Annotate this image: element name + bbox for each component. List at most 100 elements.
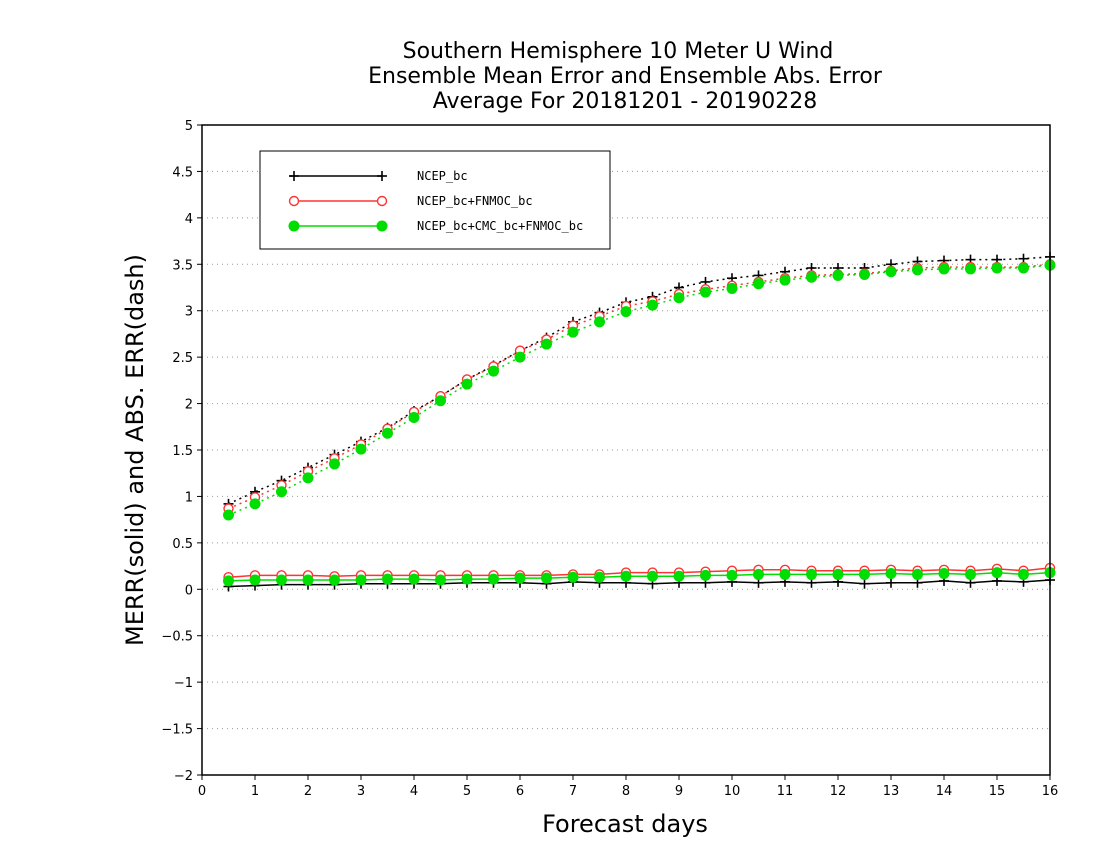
x-tick-label: 15 (989, 784, 1006, 799)
abs-error-point (249, 498, 261, 510)
x-tick-label: 8 (622, 784, 630, 799)
x-tick-label: 6 (516, 784, 524, 799)
abs-error-point (965, 263, 976, 275)
abs-error-point (991, 262, 1003, 274)
abs-error-point (435, 395, 446, 407)
mean-error-point (223, 575, 234, 587)
abs-error-line (228, 264, 1051, 516)
x-tick-label: 12 (830, 784, 847, 799)
mean-error-point (276, 574, 287, 586)
abs-error-point (329, 458, 340, 470)
abs-error-point (594, 316, 605, 328)
mean-error-point (249, 574, 261, 586)
abs-error-point (488, 365, 499, 377)
y-tick-label: −0.5 (161, 630, 193, 645)
title-line-2: Ensemble Mean Error and Ensemble Abs. Er… (368, 64, 883, 89)
title-line-3: Average For 20181201 - 20190228 (433, 89, 818, 114)
abs-error-point (859, 269, 870, 280)
y-tick-label: 0.5 (172, 537, 193, 552)
series-layer (223, 251, 1056, 592)
y-tick-label: 4.5 (172, 165, 193, 180)
abs-error-point (514, 351, 526, 363)
abs-error-point (541, 338, 552, 350)
legend-item: NCEP_bc+CMC_bc+FNMOC_bc (288, 219, 583, 233)
title-line-1: Southern Hemisphere 10 Meter U Wind (403, 39, 834, 64)
mean-error-point (382, 573, 393, 585)
abs-error-point (779, 274, 791, 286)
mean-error-point (806, 568, 817, 580)
legend-marker (376, 220, 388, 232)
y-tick-label: 1.5 (172, 444, 193, 459)
mean-error-point (488, 573, 499, 585)
x-tick-label: 7 (569, 784, 577, 799)
legend-label: NCEP_bc+CMC_bc+FNMOC_bc (417, 219, 583, 233)
mean-error-point (859, 568, 870, 580)
abs-error-point (726, 282, 738, 294)
abs-error-point (832, 269, 844, 281)
abs-error-point (912, 264, 923, 276)
mean-error-point (938, 568, 950, 579)
x-tick-label: 0 (198, 784, 206, 799)
mean-error-point (408, 573, 420, 585)
abs-error-point (302, 472, 314, 484)
abs-error-point (647, 299, 658, 311)
mean-error-line (228, 579, 1051, 588)
mean-error-line (228, 571, 1051, 582)
abs-error-point (620, 306, 632, 318)
y-tick-label: 1 (185, 490, 193, 505)
mean-error-point (673, 570, 685, 582)
abs-error-line (228, 263, 1051, 510)
x-tick-label: 10 (724, 784, 741, 799)
legend: NCEP_bc NCEP_bc+FNMOC_bc NCEP_bc+CMC_bc+FN… (259, 150, 611, 250)
abs-error-point (408, 412, 420, 423)
x-tick-label: 3 (357, 784, 365, 799)
x-tick-label: 16 (1042, 784, 1059, 799)
legend-label: NCEP_bc (417, 169, 468, 183)
mean-error-point (435, 574, 446, 586)
series-ncep-bc (223, 251, 1055, 592)
mean-error-point (647, 570, 658, 582)
y-tick-label: 2 (185, 398, 193, 413)
mean-error-point (726, 569, 738, 581)
x-tick-label: 2 (304, 784, 312, 799)
mean-error-point (1018, 568, 1029, 580)
x-axis-label: Forecast days (542, 810, 708, 838)
series-ncep-bc-fnmoc-bc (223, 259, 1056, 583)
chart-title: Southern Hemisphere 10 Meter U Wind Ense… (368, 39, 883, 114)
abs-error-line (228, 256, 1051, 505)
abs-error-point (567, 326, 579, 338)
mean-error-point (514, 572, 526, 584)
y-tick-label: −2 (174, 769, 193, 784)
mean-error-point (329, 574, 340, 586)
abs-error-point (223, 509, 234, 521)
mean-error-point (620, 570, 632, 582)
abs-error-point (461, 378, 473, 390)
mean-error-point (753, 568, 764, 580)
series-ncep-bc-cmc-bc-fnmoc-bc (223, 259, 1056, 587)
legend-box (259, 150, 611, 250)
abs-error-point (276, 486, 287, 498)
y-axis: −2 −1.5 −1 −0.5 0 0.5 1 1.5 2 2.5 3 3.5 4 4.5 5 (161, 119, 202, 784)
legend-marker (289, 171, 299, 181)
grid (202, 170, 1050, 730)
x-tick-label: 11 (777, 784, 794, 799)
y-tick-label: 0 (185, 583, 193, 598)
abs-error-point (753, 278, 764, 290)
legend-marker (288, 220, 300, 232)
mean-error-point (541, 572, 552, 584)
x-tick-label: 5 (463, 784, 471, 799)
legend-item: NCEP_bc (289, 169, 468, 183)
y-tick-label: 2.5 (172, 351, 193, 366)
legend-item: NCEP_bc+FNMOC_bc (288, 194, 533, 208)
mean-error-point (965, 568, 976, 580)
x-tick-label: 14 (936, 784, 953, 799)
x-tick-label: 9 (675, 784, 683, 799)
abs-error-point (673, 292, 685, 304)
mean-error-point (302, 574, 314, 586)
mean-error-point (991, 567, 1003, 579)
mean-error-point (700, 569, 711, 581)
y-axis-label: MERR(solid) and ABS. ERR(dash) (121, 254, 149, 646)
mean-error-point (594, 571, 605, 583)
y-tick-label: −1 (174, 676, 193, 691)
